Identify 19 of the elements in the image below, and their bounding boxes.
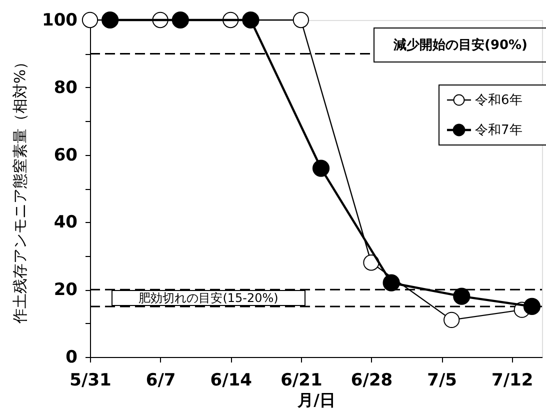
x-tick-label: 5/31 [70,370,112,390]
y-tick-label: 0 [66,348,78,368]
y-tick-label: 20 [54,280,78,300]
y-tick-label: 80 [54,78,78,98]
x-tick-label: 7/12 [492,370,534,390]
x-tick-label: 7/5 [427,370,457,390]
x-axis-title: 月/日 [296,390,336,409]
ref-line-label: 減少開始の目安(90%) [392,37,528,53]
x-tick-label: 6/14 [210,370,252,390]
ref-line-label: 肥効切れの目安(15-20%) [138,291,278,305]
y-tick-label: 40 [54,212,78,233]
y-tick-label: 100 [42,10,78,30]
x-tick-label: 6/28 [350,370,393,390]
y-axis-title: 作土残存アンモニア態窒素量（相対%） [11,54,30,325]
x-tick-label: 6/21 [280,370,322,390]
legend-label: 令和6年 [475,93,522,108]
y-tick-label: 60 [54,145,78,166]
x-tick-label: 6/7 [146,370,176,390]
legend-label: 令和7年 [475,123,522,138]
